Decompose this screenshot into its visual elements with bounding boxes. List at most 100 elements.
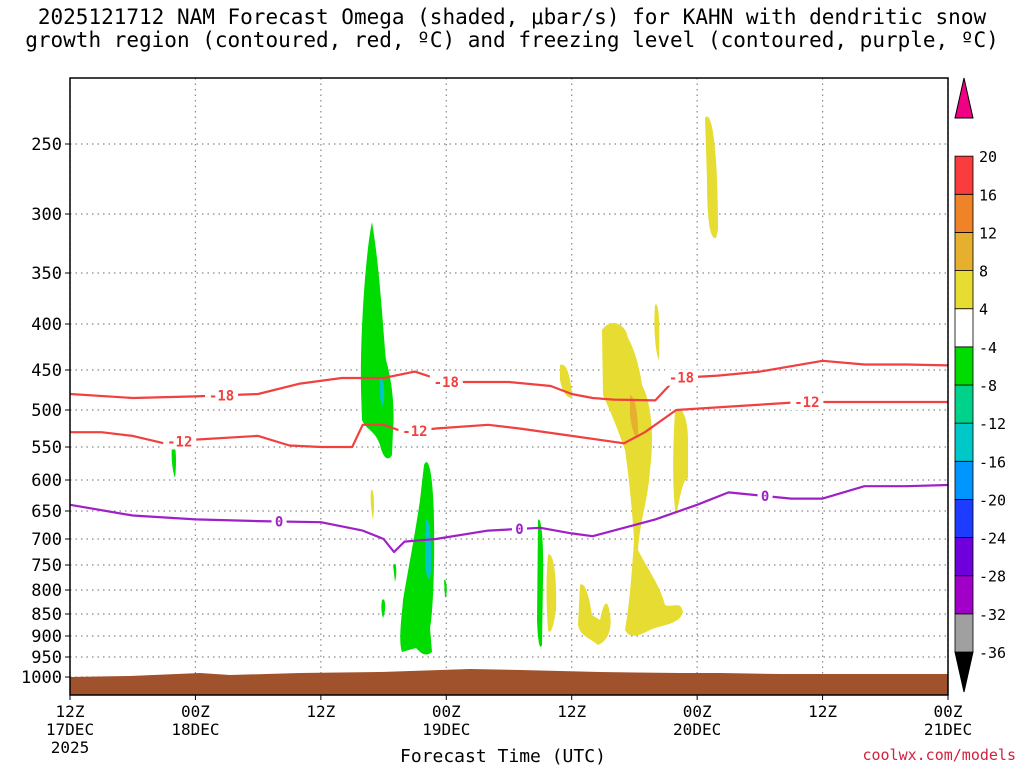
colorbar-bin xyxy=(954,155,974,195)
y-tick-label: 250 xyxy=(31,135,62,155)
colorbar-label: 16 xyxy=(979,186,997,204)
colorbar-label: -16 xyxy=(979,453,1006,471)
colorbar-bin xyxy=(954,232,974,271)
omega-region-green-6 xyxy=(381,599,386,618)
y-tick-label: 650 xyxy=(31,502,62,522)
x-tick-label: 00Z xyxy=(181,702,210,721)
colorbar-label: 12 xyxy=(979,224,997,242)
colorbar-label: 20 xyxy=(979,148,997,166)
contour-lines xyxy=(70,359,948,554)
x-axis-label: Forecast Time (UTC) xyxy=(400,746,606,767)
contour-label: -12 xyxy=(167,434,192,450)
colorbar-bin xyxy=(954,308,974,348)
x-tick-date: 18DEC xyxy=(171,720,219,739)
contour-labels: -18 -18 -18 -12 -12 -12 0 0 0 xyxy=(163,369,824,538)
plot-frame xyxy=(69,77,949,696)
y-tick-label: 850 xyxy=(31,605,62,625)
contour-label-bg xyxy=(163,433,197,450)
contour-label-bg xyxy=(511,520,527,537)
colorbar-bin-lowest xyxy=(954,651,974,693)
contour-label-bg xyxy=(271,513,287,530)
y-tick-label: 450 xyxy=(31,361,62,381)
contour-label: -12 xyxy=(402,424,427,440)
colorbar-label: -36 xyxy=(979,644,1006,662)
omega-region-yellow-6 xyxy=(546,554,557,632)
omega-region-green-1 xyxy=(360,222,394,459)
omega-region-teal-2 xyxy=(425,519,432,579)
contour-label-bg xyxy=(664,369,698,386)
y-tick-label: 800 xyxy=(31,581,62,601)
colorbar-label: -4 xyxy=(979,339,997,357)
omega-region-yellow-8 xyxy=(370,489,375,520)
colorbar-bin xyxy=(954,575,974,615)
x-tick-label: 12Z xyxy=(306,702,335,721)
colorbar-bin xyxy=(954,422,974,462)
colorbar: -36 -32 -28 -24 -20 -16 -12 -8 -4 4 8 12 16 20 xyxy=(954,77,1006,693)
colorbar-bin-highest xyxy=(954,77,974,119)
x-tick-date: 20DEC xyxy=(673,720,721,739)
colorbar-label: -12 xyxy=(979,415,1006,433)
x-tick-date: 21DEC xyxy=(924,720,972,739)
site-credit[interactable]: coolwx.com/models xyxy=(862,746,1016,764)
omega-region-yellow-2 xyxy=(602,323,683,636)
contour-label: 0 xyxy=(761,489,769,505)
x-tick-label: 00Z xyxy=(934,702,963,721)
x-tick-label: 12Z xyxy=(808,702,837,721)
omega-region-green-5 xyxy=(393,563,397,582)
contour-label: -18 xyxy=(434,375,459,391)
x-tick-year: 2025 xyxy=(51,738,90,757)
contour-label: 0 xyxy=(275,514,283,530)
y-tick-label: 1000 xyxy=(21,668,62,688)
omega-region-green-2 xyxy=(400,462,435,655)
y-axis: 2503003504004505005506006507007508008509… xyxy=(21,135,70,688)
contour-label: -18 xyxy=(669,371,694,387)
contour-label-bg xyxy=(790,394,824,410)
colorbar-label: -24 xyxy=(979,530,1006,548)
omega-shading xyxy=(171,116,718,655)
colorbar-bin xyxy=(954,460,974,500)
x-tick-label: 12Z xyxy=(56,702,85,721)
x-tick-date: 19DEC xyxy=(422,720,470,739)
y-tick-label: 350 xyxy=(31,264,62,284)
colorbar-label: -8 xyxy=(979,377,997,395)
omega-region-yellow-1 xyxy=(705,116,718,239)
colorbar-bin xyxy=(954,537,974,577)
omega-region-yellow-5 xyxy=(654,304,660,360)
colorbar-label: -32 xyxy=(979,606,1006,624)
y-tick-label: 950 xyxy=(31,648,62,668)
colorbar-bin xyxy=(954,384,974,424)
x-tick-label: 12Z xyxy=(557,702,586,721)
y-tick-label: 750 xyxy=(31,556,62,576)
colorbar-bin xyxy=(954,270,974,310)
y-tick-label: 900 xyxy=(31,627,62,647)
contour-label-bg xyxy=(757,488,773,505)
y-tick-label: 300 xyxy=(31,205,62,225)
colorbar-bin xyxy=(954,499,974,538)
y-tick-label: 550 xyxy=(31,438,62,458)
title-line-2: growth region (contoured, red, ºC) and f… xyxy=(25,28,999,52)
colorbar-label: 8 xyxy=(979,263,988,281)
omega-region-teal-1 xyxy=(380,378,385,406)
colorbar-bin xyxy=(954,346,974,386)
grid-lines xyxy=(69,78,949,695)
contour-label-bg xyxy=(205,387,239,404)
colorbar-bin xyxy=(954,193,974,233)
omega-region-yellow-3 xyxy=(673,409,688,515)
y-tick-label: 400 xyxy=(31,315,62,335)
omega-region-green-7 xyxy=(444,579,447,598)
omega-region-yellow-7 xyxy=(578,584,611,645)
x-tick-date: 17DEC xyxy=(46,720,94,739)
chart-title: 2025121712 NAM Forecast Omega (shaded, μ… xyxy=(0,6,1024,52)
x-tick-label: 00Z xyxy=(683,702,712,721)
contour-label: -12 xyxy=(794,395,819,411)
omega-region-green-3 xyxy=(537,519,544,647)
colorbar-label: -28 xyxy=(979,568,1006,586)
colorbar-label: -20 xyxy=(979,491,1006,509)
contour-label-bg xyxy=(398,422,432,439)
contour-label-bg xyxy=(429,374,463,390)
title-line-1: 2025121712 NAM Forecast Omega (shaded, μ… xyxy=(37,5,987,29)
contour-label: -18 xyxy=(209,388,234,404)
colorbar-label: 4 xyxy=(979,301,988,319)
